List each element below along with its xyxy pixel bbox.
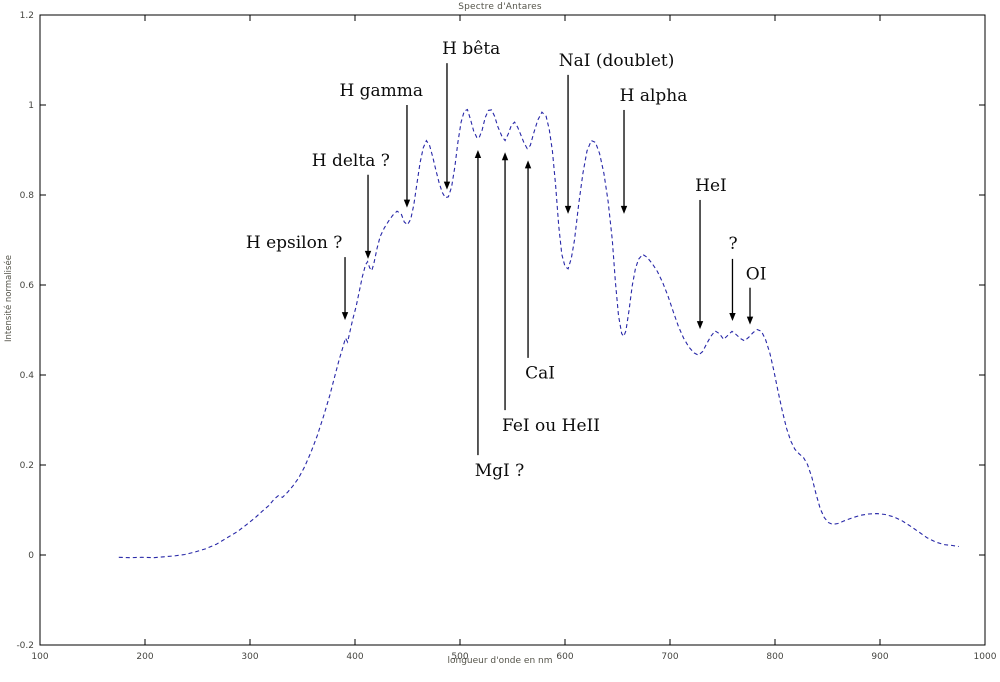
annotation-label: OI: [746, 265, 767, 285]
x-tick-label: 600: [556, 652, 573, 662]
x-tick-label: 900: [871, 652, 888, 662]
chart-title: Spectre d'Antares: [458, 2, 542, 12]
annotation-label: ?: [728, 234, 737, 254]
x-tick-label: 100: [31, 652, 48, 662]
annotation-label: H alpha: [620, 86, 688, 106]
annotation-arrowhead: [341, 312, 349, 321]
annotation-label: H gamma: [339, 81, 423, 101]
x-tick-label: 700: [661, 652, 678, 662]
y-tick-label: 0.2: [20, 461, 34, 471]
annotation-arrowhead: [403, 199, 411, 208]
annotation-label: CaI: [525, 364, 555, 384]
annotation-arrowhead: [443, 181, 451, 190]
x-tick-label: 200: [136, 652, 153, 662]
x-tick-label: 400: [346, 652, 363, 662]
x-tick-label: 1000: [974, 652, 997, 662]
spectrum-curve: [118, 108, 959, 559]
annotation-label: H epsilon ?: [246, 233, 342, 253]
y-tick-label: 1: [28, 101, 34, 111]
annotation-arrowhead: [746, 316, 754, 325]
y-tick-label: 0.6: [20, 281, 35, 291]
annotation-arrowhead: [364, 250, 372, 259]
annotation-arrowhead: [729, 313, 736, 321]
annotation-arrowhead: [564, 205, 572, 214]
y-tick-label: 1.2: [20, 11, 34, 21]
annotation-label: H delta ?: [312, 151, 390, 171]
y-tick-label: 0.8: [20, 191, 35, 201]
annotation-arrowhead: [524, 160, 532, 169]
x-tick-label: 500: [451, 652, 468, 662]
x-tick-label: 800: [766, 652, 783, 662]
y-tick-label: 0.4: [20, 371, 35, 381]
annotation-arrowhead: [696, 321, 704, 330]
annotation-arrowhead: [620, 205, 628, 214]
x-tick-label: 300: [241, 652, 258, 662]
annotation-arrowhead: [474, 150, 482, 158]
y-tick-label: 0: [28, 551, 34, 561]
annotation-label: FeI ou HeII: [502, 416, 600, 436]
annotation-arrowhead: [501, 152, 509, 161]
x-axis-label: longueur d'onde en nm: [447, 656, 553, 666]
y-tick-label: -0.2: [16, 641, 34, 651]
annotation-label: MgI ?: [475, 461, 525, 481]
annotation-label: H bêta: [442, 39, 500, 59]
plot-box: [39, 14, 986, 646]
annotation-label: NaI (doublet): [559, 51, 675, 71]
annotation-label: HeI: [695, 176, 727, 196]
